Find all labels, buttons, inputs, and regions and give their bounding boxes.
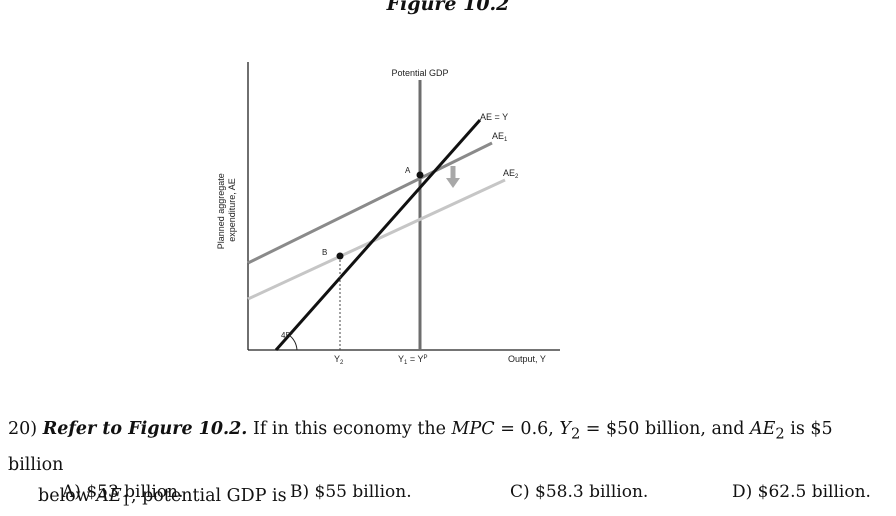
ae-equals-y-line: [274, 119, 482, 351]
potential-gdp-label: Potential GDP: [391, 68, 448, 78]
tick-y2: Y2: [334, 354, 344, 366]
question-text: 20) Refer to Figure 10.2. If in this eco…: [8, 419, 833, 509]
x-axis-label: Output, Y: [508, 354, 546, 364]
ae1-line: [247, 141, 493, 265]
point-a-label: A: [405, 166, 411, 175]
shift-down-arrow: [446, 166, 460, 188]
figure-title: Figure 10.2: [386, 0, 510, 15]
ae2-line: [247, 178, 506, 301]
ae-diagram: Potential GDP AE = Y AE1 AE2 A B 45° Y2 …: [216, 62, 560, 366]
choice-a[interactable]: A) $53 billion.: [62, 482, 184, 502]
choice-c[interactable]: C) $58.3 billion.: [510, 482, 649, 502]
y-axis-label: Planned aggregate expenditure, AE: [216, 171, 237, 250]
point-b: [336, 252, 344, 260]
choice-d[interactable]: D) $62.5 billion.: [732, 482, 871, 502]
choice-b[interactable]: B) $55 billion.: [290, 482, 412, 502]
question-number: 20): [8, 419, 38, 439]
angle-arc: [288, 334, 298, 351]
point-a: [416, 171, 424, 179]
tick-y1-yp: Y1 = YP: [398, 354, 427, 366]
ae1-label: AE1: [492, 131, 508, 143]
angle-label: 45°: [281, 331, 293, 340]
point-b-label: B: [322, 248, 327, 257]
ae-equals-y-label: AE = Y: [480, 112, 508, 122]
ae2-label: AE2: [503, 168, 519, 180]
question-bold-lead: Refer to Figure 10.2.: [42, 419, 248, 439]
